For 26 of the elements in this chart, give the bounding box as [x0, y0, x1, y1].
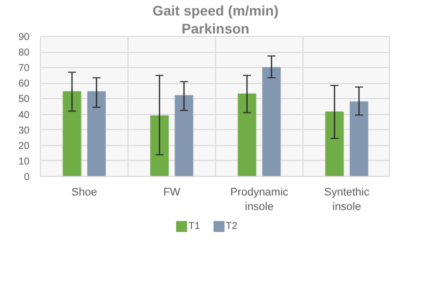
y-tick-label: 50 [18, 94, 30, 106]
chart-subtitle: Parkinson [182, 20, 250, 36]
y-tick-label: 70 [18, 63, 30, 74]
y-tick-label: 60 [18, 78, 30, 90]
bar [62, 91, 82, 176]
x-tick-label: Shoe [71, 186, 98, 198]
y-tick-label: 20 [18, 140, 30, 152]
x-tick-label: Prodynamic insole [230, 186, 289, 213]
y-tick-label: 80 [18, 48, 30, 59]
y-tick-label: 30 [18, 125, 30, 136]
chart-title: Gait speed (m/min) [152, 2, 279, 18]
bar [262, 67, 281, 176]
y-tick-label: 10 [18, 156, 30, 168]
x-tick-label: FW [163, 186, 181, 198]
x-tick-label: Syntethic insole [324, 186, 370, 213]
bar [174, 95, 194, 176]
y-tick-label: 0 [24, 172, 30, 183]
bar [87, 91, 106, 176]
legend-label: T1 [188, 221, 201, 232]
bar [350, 101, 368, 176]
bar [325, 111, 344, 176]
y-tick-label: 90 [18, 32, 30, 43]
y-tick-label: 40 [18, 110, 30, 121]
legend-label: T2 [226, 221, 238, 232]
bar [150, 115, 169, 176]
bar [238, 94, 256, 176]
